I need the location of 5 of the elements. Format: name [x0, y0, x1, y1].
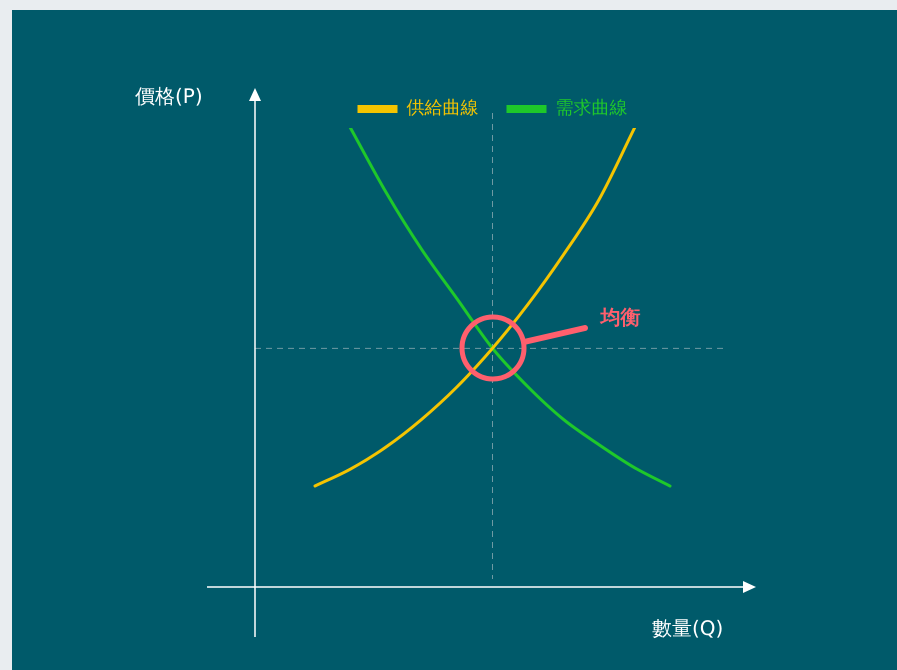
x-axis-title: 數量(Q)	[652, 615, 724, 642]
annotation: 均衡	[600, 304, 640, 332]
y-axis-title: 價格(P)	[135, 83, 203, 110]
legend-label: 需求曲線	[556, 98, 628, 119]
legend-label: 供給曲線	[406, 98, 478, 119]
